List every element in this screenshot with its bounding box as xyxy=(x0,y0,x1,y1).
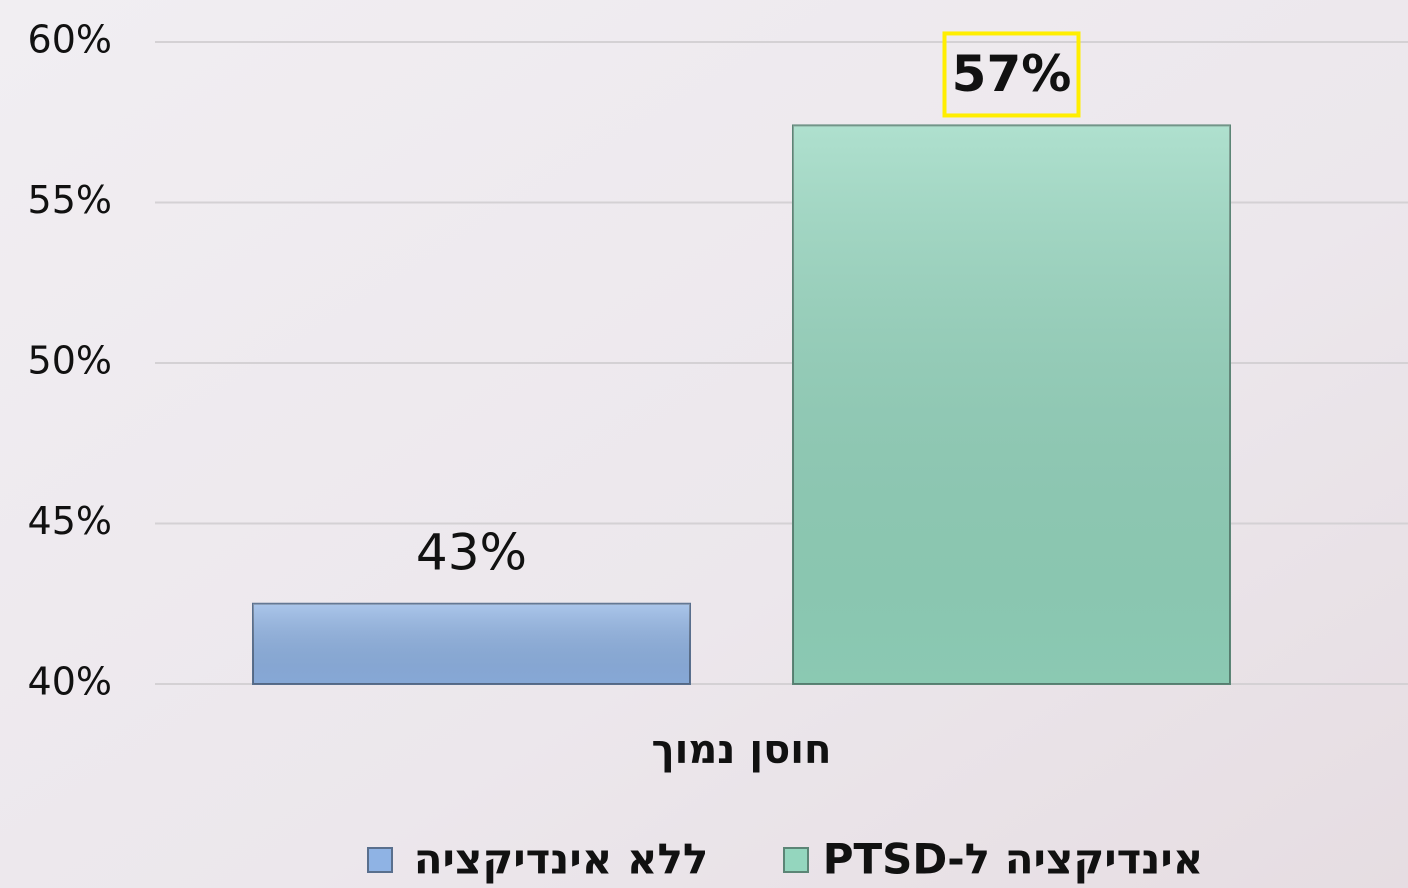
data-label: 57% xyxy=(952,45,1072,103)
legend-label: ללא אינדיקציה xyxy=(414,835,709,884)
x-tick-label: חוסן נמוך xyxy=(652,727,832,773)
legend-label: אינדיקציה ל-PTSD xyxy=(823,835,1204,884)
legend-swatch xyxy=(367,847,393,873)
y-tick-label: 50% xyxy=(28,339,112,383)
data-label: 43% xyxy=(416,523,527,581)
y-tick-label: 55% xyxy=(28,178,112,222)
bar-shade xyxy=(793,125,1230,684)
bar-shade xyxy=(253,603,690,684)
y-tick-label: 60% xyxy=(28,18,112,62)
highlight-box xyxy=(942,31,1081,118)
y-tick-label: 40% xyxy=(28,660,112,704)
y-tick-label: 45% xyxy=(28,499,112,543)
legend-swatch xyxy=(783,847,809,873)
